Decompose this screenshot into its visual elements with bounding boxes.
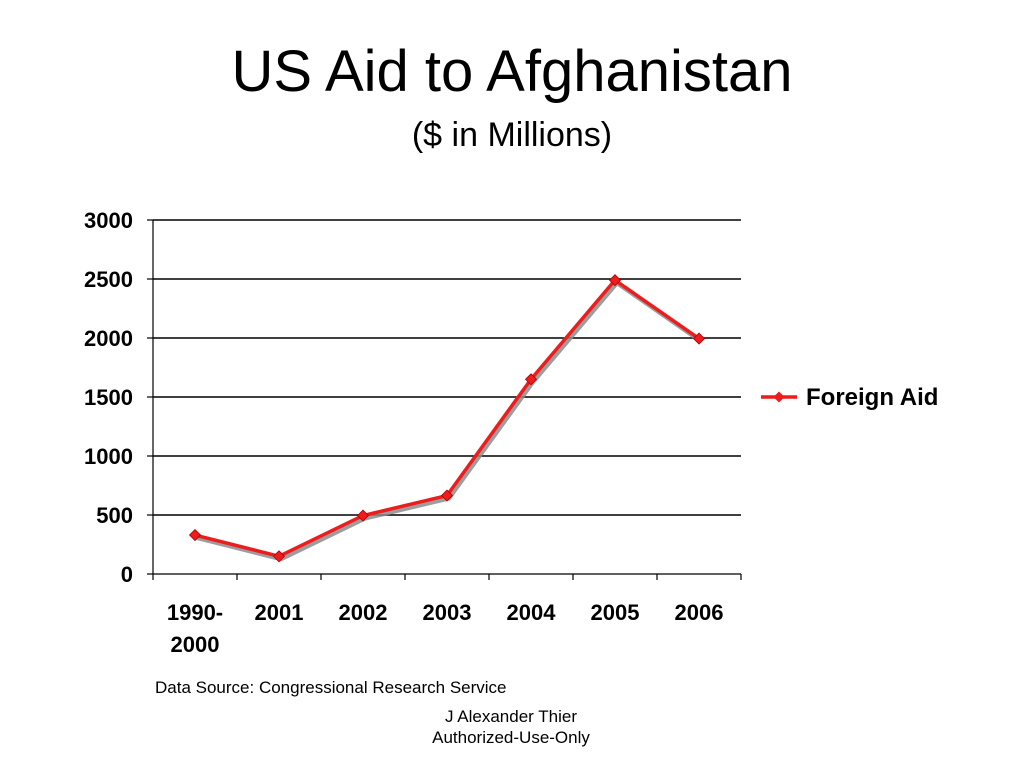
y-tick-label: 500 — [96, 503, 133, 528]
data-point-marker — [608, 274, 622, 287]
data-point-marker — [356, 509, 370, 522]
x-tick-label: 1990- — [167, 600, 223, 625]
data-point-marker — [272, 550, 286, 563]
x-tick-label: 2001 — [255, 600, 304, 625]
page-title: US Aid to Afghanistan — [231, 39, 793, 104]
y-axis-tick-labels: 0 500 1000 1500 2000 2500 3000 — [84, 208, 133, 587]
x-tick-label: 2004 — [507, 600, 557, 625]
credit-block: J Alexander Thier Authorized-Use-Only — [400, 706, 622, 748]
data-point-marker — [524, 373, 538, 386]
x-axis-tick-labels: 1990- 2000 2001 2002 2003 2004 2005 2006 — [167, 600, 724, 657]
y-tick-label: 1500 — [84, 385, 133, 410]
chart-axes — [147, 219, 742, 580]
y-tick-label: 0 — [121, 562, 133, 587]
y-tick-label: 1000 — [84, 444, 133, 469]
chart-series — [188, 274, 706, 563]
legend-marker — [773, 391, 785, 403]
series-line-shadow — [196, 281, 703, 562]
data-source-note: Data Source: Congressional Research Serv… — [155, 678, 507, 697]
x-tick-label: 2003 — [423, 600, 472, 625]
credit-usage: Authorized-Use-Only — [432, 728, 590, 747]
x-tick-label: 2000 — [171, 632, 220, 657]
x-tick-label: 2002 — [339, 600, 388, 625]
y-tick-label: 3000 — [84, 208, 133, 233]
x-tick-label: 2005 — [591, 600, 640, 625]
credit-author: J Alexander Thier — [445, 707, 577, 726]
legend-label: Foreign Aid — [806, 384, 938, 411]
y-tick-label: 2000 — [84, 326, 133, 351]
chart-gridlines — [153, 219, 741, 516]
data-point-marker — [692, 332, 706, 345]
chart-legend: Foreign Aid — [761, 384, 938, 411]
data-point-marker — [188, 528, 202, 542]
y-tick-label: 2500 — [84, 267, 133, 292]
page-subtitle: ($ in Millions) — [411, 116, 613, 154]
data-point-marker — [440, 489, 454, 502]
x-tick-label: 2006 — [675, 600, 724, 625]
